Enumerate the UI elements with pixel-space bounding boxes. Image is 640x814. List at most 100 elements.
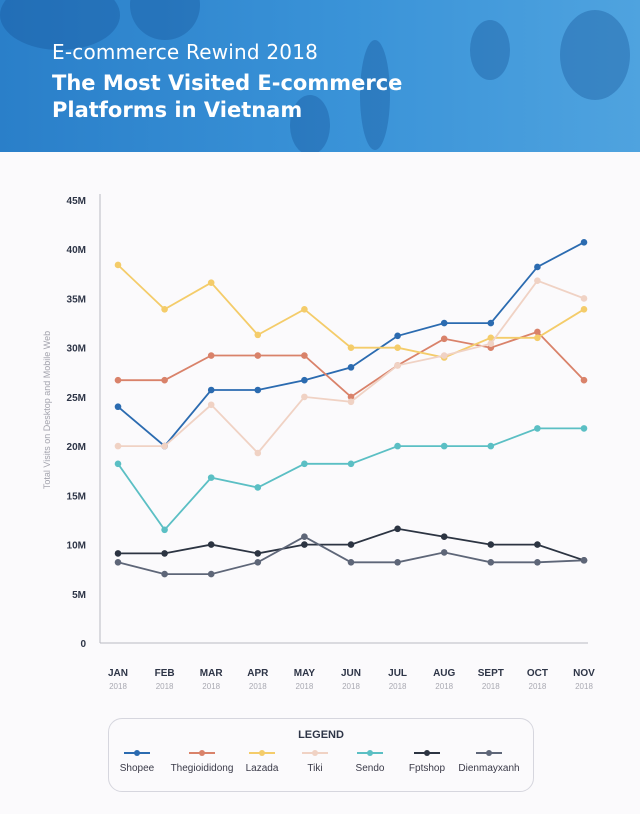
series-line <box>117 241 585 448</box>
data-point <box>487 340 495 348</box>
legend-item: Fptshop <box>391 749 463 774</box>
x-tick-year: 2018 <box>482 682 500 691</box>
data-point <box>161 526 168 534</box>
legend: LEGEND Shopee Thegioididong Lazada Tiki Send… <box>108 718 534 792</box>
x-tick-label: OCT <box>527 668 548 679</box>
data-point <box>534 541 541 548</box>
y-tick-label: 40M <box>67 245 86 256</box>
data-point <box>487 319 495 327</box>
legend-item: Sendo <box>334 749 406 774</box>
series-lazada <box>114 261 588 361</box>
x-tick-year: 2018 <box>202 682 220 691</box>
data-point <box>580 376 588 384</box>
x-tick-label: JUN <box>341 668 361 679</box>
data-point <box>440 442 448 450</box>
data-point <box>440 533 448 540</box>
x-tick-year: 2018 <box>156 682 174 691</box>
legend-swatch <box>414 750 440 756</box>
header-banner: E-commerce Rewind 2018 The Most Visited … <box>0 0 640 152</box>
chart-series <box>114 239 588 578</box>
data-point <box>161 442 168 450</box>
legend-item: Tiki <box>279 749 351 774</box>
y-tick-label: 35M <box>67 294 86 305</box>
data-point <box>207 386 215 394</box>
x-tick-label: AUG <box>433 668 455 679</box>
legend-label: Thegioididong <box>170 763 234 774</box>
data-point <box>161 570 168 578</box>
data-point <box>440 335 448 343</box>
line-chart: 0 5M 10M 15M 20M 25M 30M 35M 40M 45M Total Visits … <box>42 194 595 691</box>
data-point <box>347 364 355 371</box>
x-tick-year: 2018 <box>296 682 314 691</box>
x-tick-year: 2018 <box>249 682 267 691</box>
data-point <box>114 442 122 450</box>
data-point <box>534 277 541 285</box>
series-dienmayxanh <box>114 533 588 578</box>
data-point <box>580 425 588 432</box>
data-point <box>487 541 495 548</box>
data-point <box>254 331 262 339</box>
data-point <box>440 352 448 359</box>
y-tick-label: 15M <box>67 491 86 502</box>
x-tick-label: NOV <box>573 668 595 679</box>
x-tick-year: 2018 <box>109 682 127 691</box>
map-decoration <box>470 20 510 80</box>
data-point <box>394 362 401 369</box>
data-point <box>254 449 262 457</box>
data-point <box>254 484 262 491</box>
data-point <box>394 525 401 533</box>
data-point <box>394 558 401 566</box>
legend-label: Sendo <box>355 763 385 774</box>
x-tick-label: JAN <box>108 668 128 679</box>
legend-swatch-dot <box>312 750 318 756</box>
legend-swatch-dot <box>259 750 265 756</box>
legend-label: Dienmayxanh <box>458 763 520 774</box>
data-point <box>207 401 215 409</box>
page-title: The Most Visited E-commerce Platforms in… <box>52 71 403 122</box>
data-point <box>347 460 355 468</box>
legend-swatch-dot <box>367 750 373 756</box>
data-point <box>534 334 541 342</box>
legend-swatch <box>249 750 275 756</box>
data-point <box>114 261 122 269</box>
x-tick-year: 2018 <box>342 682 360 691</box>
y-tick-label: 25M <box>67 393 86 404</box>
legend-swatch <box>357 750 383 756</box>
legend-swatch-dot <box>134 750 140 756</box>
data-point <box>254 558 262 566</box>
data-point <box>347 393 355 401</box>
y-tick-label: 0 <box>80 639 86 650</box>
header-subtitle: E-commerce Rewind 2018 <box>52 40 319 64</box>
legend-item: Lazada <box>226 749 298 774</box>
data-point <box>161 305 168 313</box>
x-tick-year: 2018 <box>435 682 453 691</box>
data-point <box>580 305 588 313</box>
series-shopee <box>114 239 588 450</box>
series-fptshop <box>114 525 588 564</box>
data-point <box>254 386 262 394</box>
data-point <box>347 558 355 566</box>
map-decoration <box>130 0 200 40</box>
data-point <box>114 550 122 557</box>
data-point <box>207 541 215 548</box>
data-point <box>487 334 495 342</box>
data-point <box>301 376 308 384</box>
y-tick-label: 5M <box>72 590 86 601</box>
legend-label: Lazada <box>245 763 279 774</box>
data-point <box>301 533 308 540</box>
data-point <box>347 344 355 351</box>
data-point <box>207 570 215 578</box>
data-point <box>487 442 495 450</box>
legend-swatch <box>124 750 150 756</box>
data-point <box>580 295 588 302</box>
data-point <box>534 558 541 566</box>
legend-item: Dienmayxanh <box>453 749 525 774</box>
data-point <box>347 541 355 548</box>
data-point <box>254 352 262 359</box>
series-line <box>117 427 584 532</box>
legend-swatch <box>302 750 328 756</box>
legend-swatch <box>476 750 502 756</box>
data-point <box>207 474 215 481</box>
data-point <box>440 549 448 556</box>
legend-swatch-dot <box>199 750 205 756</box>
